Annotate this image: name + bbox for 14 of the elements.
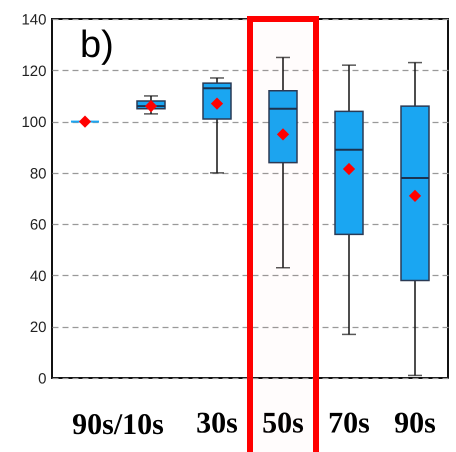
y-tick-label: 100 bbox=[21, 114, 46, 132]
y-tick-label: 140 bbox=[21, 12, 46, 28]
y-tick-label: 40 bbox=[30, 268, 46, 285]
y-tick-label: 60 bbox=[30, 216, 46, 234]
y-tick-label: 20 bbox=[30, 319, 46, 336]
x-tick-label: 70s bbox=[328, 406, 370, 440]
x-tick-label: 90s bbox=[394, 406, 436, 440]
y-tick-label: 0 bbox=[38, 370, 46, 388]
text: 90s/10s bbox=[72, 408, 164, 442]
x-tick-label: 50s bbox=[262, 406, 304, 440]
y-tick-label: 120 bbox=[21, 62, 46, 80]
y-tick-label: 80 bbox=[30, 165, 46, 182]
x-tick-label: 30s bbox=[196, 406, 238, 440]
annotation: b) bbox=[80, 24, 114, 67]
